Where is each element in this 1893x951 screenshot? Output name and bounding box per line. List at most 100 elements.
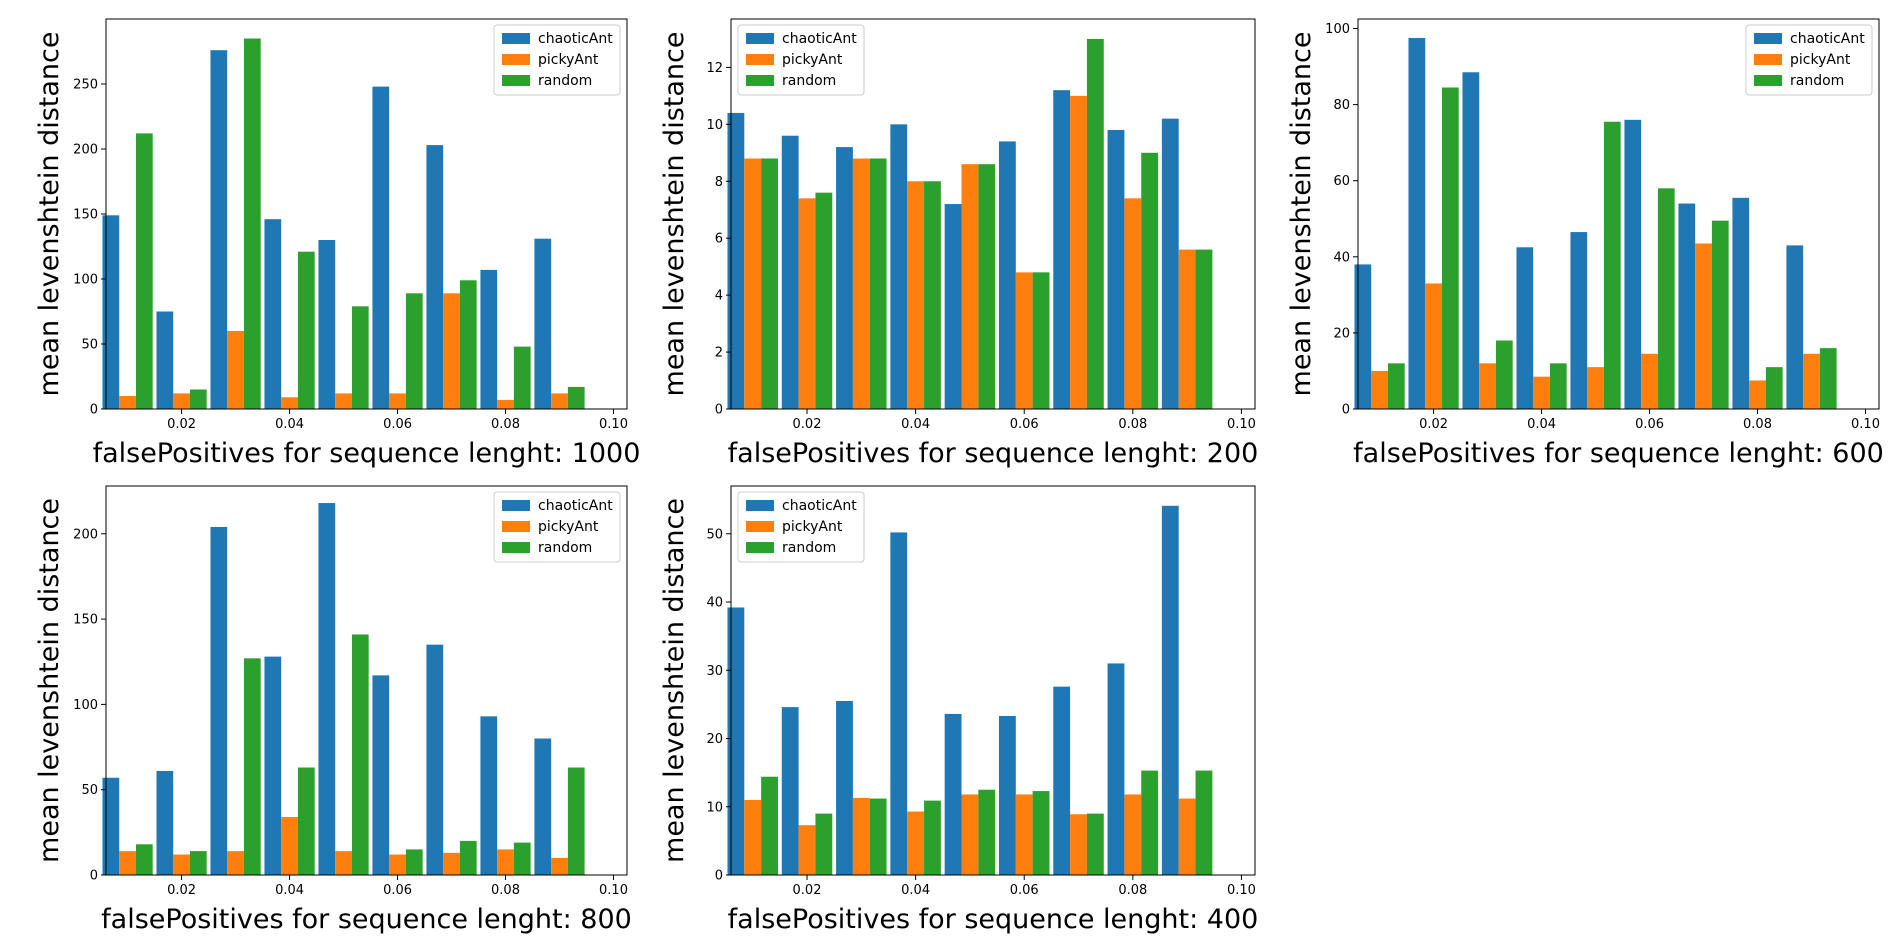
subplot-2: 0.02 0.04 0.06 0.08 0.10 0 2 4 6 8 10 12 falsePositi… bbox=[659, 18, 1259, 469]
bar-chaoticAnt-4 bbox=[264, 656, 282, 875]
bar-pickyAnt-3 bbox=[227, 331, 244, 409]
bar-pickyAnt-9 bbox=[551, 857, 568, 875]
bar-chaoticAnt-9 bbox=[534, 738, 552, 875]
x-tick-label: 0.06 bbox=[1010, 417, 1039, 432]
bar-random-7 bbox=[1711, 220, 1729, 409]
y-tick-label: 50 bbox=[81, 783, 98, 798]
y-tick-label: 10 bbox=[706, 118, 723, 133]
bar-chaoticAnt-6 bbox=[372, 675, 390, 875]
bar-random-7 bbox=[1086, 813, 1104, 875]
bar-pickyAnt-7 bbox=[1070, 95, 1087, 410]
bar-chaoticAnt-9 bbox=[534, 238, 552, 409]
bar-pickyAnt-5 bbox=[335, 851, 352, 875]
bar-chaoticAnt-3 bbox=[836, 700, 853, 875]
legend-label-random: random bbox=[782, 540, 836, 556]
subplot-1: 0.02 0.04 0.06 0.08 0.10 0 50 100 150 200 250 false… bbox=[34, 18, 640, 469]
legend-label-random: random bbox=[782, 73, 836, 89]
bar-chaoticAnt-6 bbox=[372, 86, 390, 409]
y-tick-label: 0 bbox=[90, 403, 98, 418]
bar-random-2 bbox=[189, 851, 207, 875]
bar-chaoticAnt-8 bbox=[1732, 197, 1750, 409]
bar-chaoticAnt-1 bbox=[727, 112, 745, 409]
y-tick-label: 6 bbox=[715, 232, 723, 247]
bar-pickyAnt-1 bbox=[744, 799, 762, 875]
bar-pickyAnt-8 bbox=[1124, 794, 1142, 875]
bar-random-6 bbox=[1032, 791, 1050, 875]
bar-random-9 bbox=[1819, 348, 1837, 409]
x-tick-label: 0.04 bbox=[901, 883, 930, 898]
bar-random-1 bbox=[761, 158, 778, 409]
legend-swatch-chaoticAnt bbox=[746, 500, 774, 511]
x-tick-label: 0.08 bbox=[1743, 417, 1772, 432]
bar-pickyAnt-3 bbox=[1479, 363, 1496, 409]
y-tick-label: 50 bbox=[706, 527, 723, 542]
bar-chaoticAnt-4 bbox=[890, 124, 908, 409]
bar-chaoticAnt-8 bbox=[480, 716, 498, 875]
bar-chaoticAnt-5 bbox=[944, 713, 962, 875]
legend-swatch-random bbox=[502, 75, 530, 86]
bar-chaoticAnt-7 bbox=[426, 145, 444, 409]
bar-chaoticAnt-1 bbox=[102, 777, 120, 875]
bar-random-8 bbox=[1141, 152, 1159, 410]
bar-random-4 bbox=[297, 251, 315, 409]
legend: chaoticAnt pickyAnt random bbox=[1745, 24, 1873, 96]
y-tick-label: 150 bbox=[73, 208, 98, 223]
x-axis-label: falsePositives for sequence lenght: 200 bbox=[728, 438, 1259, 469]
bar-chaoticAnt-6 bbox=[1624, 119, 1642, 409]
legend-swatch-pickyAnt bbox=[502, 521, 530, 532]
bar-random-5 bbox=[978, 789, 996, 875]
bar-pickyAnt-6 bbox=[1015, 272, 1033, 409]
bar-random-1 bbox=[135, 844, 153, 875]
bar-random-3 bbox=[243, 658, 261, 875]
bar-chaoticAnt-9 bbox=[1161, 118, 1179, 409]
y-tick-label: 8 bbox=[715, 175, 723, 190]
bar-pickyAnt-7 bbox=[1070, 814, 1087, 875]
bar-pickyAnt-9 bbox=[1178, 798, 1196, 875]
bar-pickyAnt-8 bbox=[497, 399, 514, 409]
legend-swatch-random bbox=[746, 75, 774, 86]
bar-pickyAnt-5 bbox=[1587, 367, 1604, 409]
x-tick-label: 0.06 bbox=[1010, 883, 1039, 898]
bar-pickyAnt-1 bbox=[119, 851, 136, 875]
bar-chaoticAnt-4 bbox=[264, 219, 282, 409]
bar-random-8 bbox=[1765, 367, 1783, 409]
legend-label-pickyAnt: pickyAnt bbox=[538, 519, 599, 535]
bar-random-2 bbox=[189, 389, 207, 409]
bar-chaoticAnt-2 bbox=[156, 770, 174, 875]
legend-label-pickyAnt: pickyAnt bbox=[782, 52, 843, 68]
bar-chaoticAnt-1 bbox=[727, 607, 745, 875]
bar-random-5 bbox=[1603, 121, 1621, 409]
x-tick-label: 0.04 bbox=[275, 883, 304, 898]
bar-pickyAnt-3 bbox=[852, 797, 870, 875]
bar-chaoticAnt-6 bbox=[998, 141, 1016, 409]
bar-random-3 bbox=[869, 798, 887, 875]
x-tick-label: 0.04 bbox=[901, 417, 930, 432]
x-tick-label: 0.04 bbox=[1527, 417, 1556, 432]
bar-random-6 bbox=[1657, 188, 1675, 409]
y-tick-label: 100 bbox=[73, 273, 98, 288]
legend-label-chaoticAnt: chaoticAnt bbox=[538, 31, 613, 47]
bar-chaoticAnt-2 bbox=[1408, 38, 1426, 410]
y-axis-label: mean levenshtein distance bbox=[659, 32, 690, 397]
x-tick-label: 0.10 bbox=[1227, 883, 1256, 898]
bar-random-9 bbox=[567, 767, 585, 875]
y-tick-label: 40 bbox=[1333, 250, 1350, 265]
y-tick-label: 0 bbox=[1342, 403, 1350, 418]
bar-chaoticAnt-8 bbox=[1107, 663, 1125, 875]
bar-pickyAnt-6 bbox=[389, 854, 406, 875]
subplot-5: 0.02 0.04 0.06 0.08 0.10 0 10 20 30 40 50 falsePosi… bbox=[659, 485, 1258, 935]
x-tick-label: 0.10 bbox=[1851, 417, 1880, 432]
bar-pickyAnt-8 bbox=[1124, 198, 1142, 409]
bar-chaoticAnt-2 bbox=[156, 311, 174, 409]
legend-swatch-chaoticAnt bbox=[502, 33, 530, 44]
bar-random-4 bbox=[1549, 363, 1567, 409]
y-tick-label: 2 bbox=[715, 346, 723, 361]
y-tick-label: 250 bbox=[73, 78, 98, 93]
x-tick-label: 0.10 bbox=[599, 417, 628, 432]
bar-pickyAnt-2 bbox=[173, 393, 190, 409]
bar-random-9 bbox=[1195, 770, 1213, 875]
y-tick-label: 150 bbox=[73, 613, 98, 628]
bar-chaoticAnt-5 bbox=[1570, 232, 1588, 409]
bar-pickyAnt-5 bbox=[961, 794, 979, 875]
y-tick-label: 20 bbox=[706, 732, 723, 747]
